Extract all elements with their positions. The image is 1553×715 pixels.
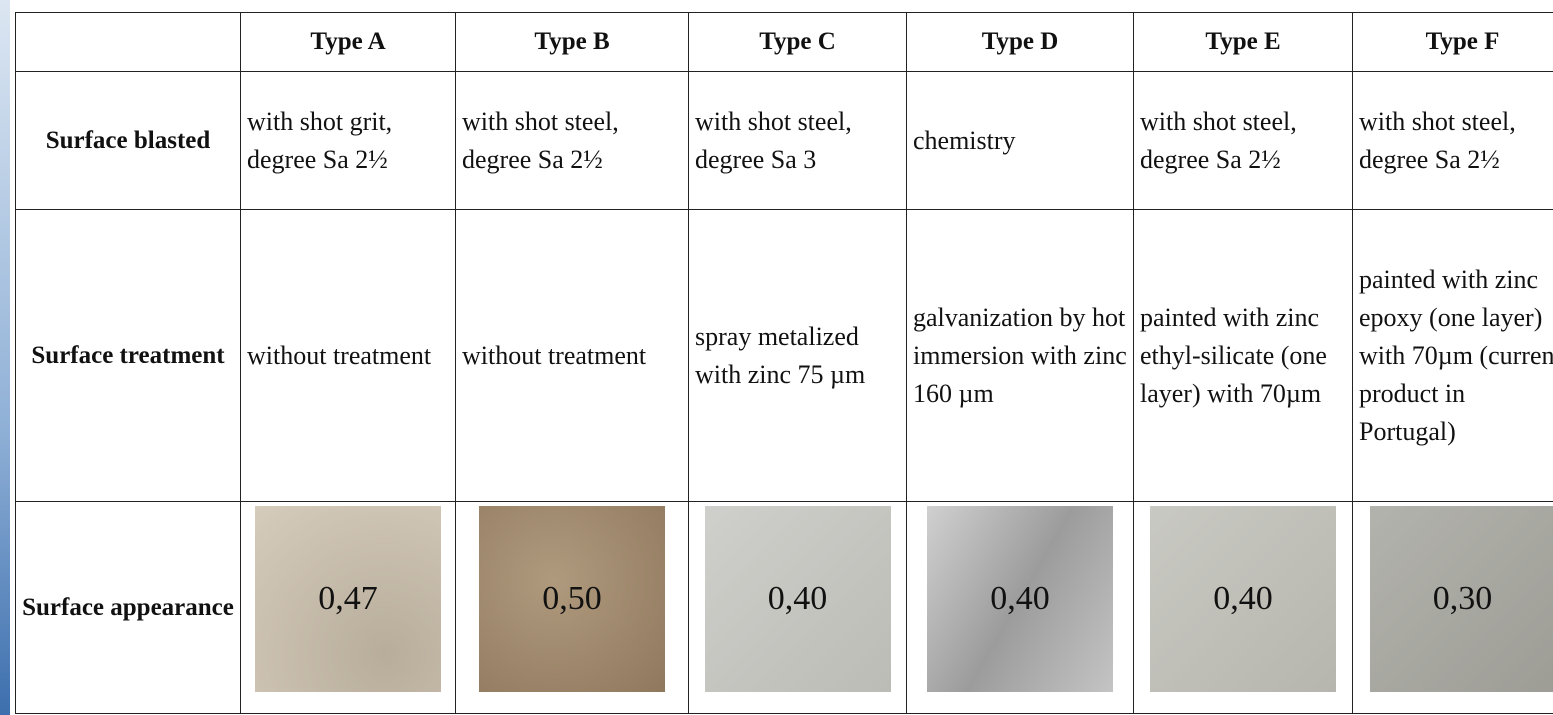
surface-sample: 0,50 xyxy=(479,506,665,692)
table-cell: with shot steel, degree Sa 3 xyxy=(689,72,907,210)
table-cell: spray metalized with zinc 75 µm xyxy=(689,210,907,502)
side-strip xyxy=(0,0,10,715)
table-cell: with shot grit, degree Sa 2½ xyxy=(241,72,456,210)
row-header: Surface blasted xyxy=(16,72,241,210)
table-cell: without treatment xyxy=(456,210,689,502)
image-cell: 0,47 xyxy=(241,502,456,714)
column-header: Type E xyxy=(1134,13,1353,72)
surface-sample: 0,40 xyxy=(1150,506,1336,692)
corner-cell xyxy=(16,13,241,72)
image-cell: 0,50 xyxy=(456,502,689,714)
column-header: Type D xyxy=(907,13,1134,72)
table-cell: galvanization by hot immersion with zinc… xyxy=(907,210,1134,502)
column-header: Type B xyxy=(456,13,689,72)
table-cell: with shot steel, degree Sa 2½ xyxy=(1134,72,1353,210)
table-cell: without treatment xyxy=(241,210,456,502)
surface-sample: 0,30 xyxy=(1370,506,1553,692)
image-cell: 0,40 xyxy=(907,502,1134,714)
column-header: Type A xyxy=(241,13,456,72)
row-header: Surface appearance xyxy=(16,502,241,714)
table-cell: painted with zinc ethyl-silicate (one la… xyxy=(1134,210,1353,502)
row-header: Surface treatment xyxy=(16,210,241,502)
column-header: Type F xyxy=(1353,13,1553,72)
surface-sample: 0,47 xyxy=(255,506,441,692)
table-cell: chemistry xyxy=(907,72,1134,210)
table-cell: painted with zinc epoxy (one layer) with… xyxy=(1353,210,1553,502)
surface-sample: 0,40 xyxy=(927,506,1113,692)
table-cell: with shot steel, degree Sa 2½ xyxy=(456,72,689,210)
image-cell: 0,40 xyxy=(1134,502,1353,714)
page: Type AType BType CType DType EType F Sur… xyxy=(0,0,1553,715)
column-header: Type C xyxy=(689,13,907,72)
table-cell: with shot steel, degree Sa 2½ xyxy=(1353,72,1553,210)
surface-sample: 0,40 xyxy=(705,506,891,692)
image-cell: 0,30 xyxy=(1353,502,1553,714)
image-cell: 0,40 xyxy=(689,502,907,714)
